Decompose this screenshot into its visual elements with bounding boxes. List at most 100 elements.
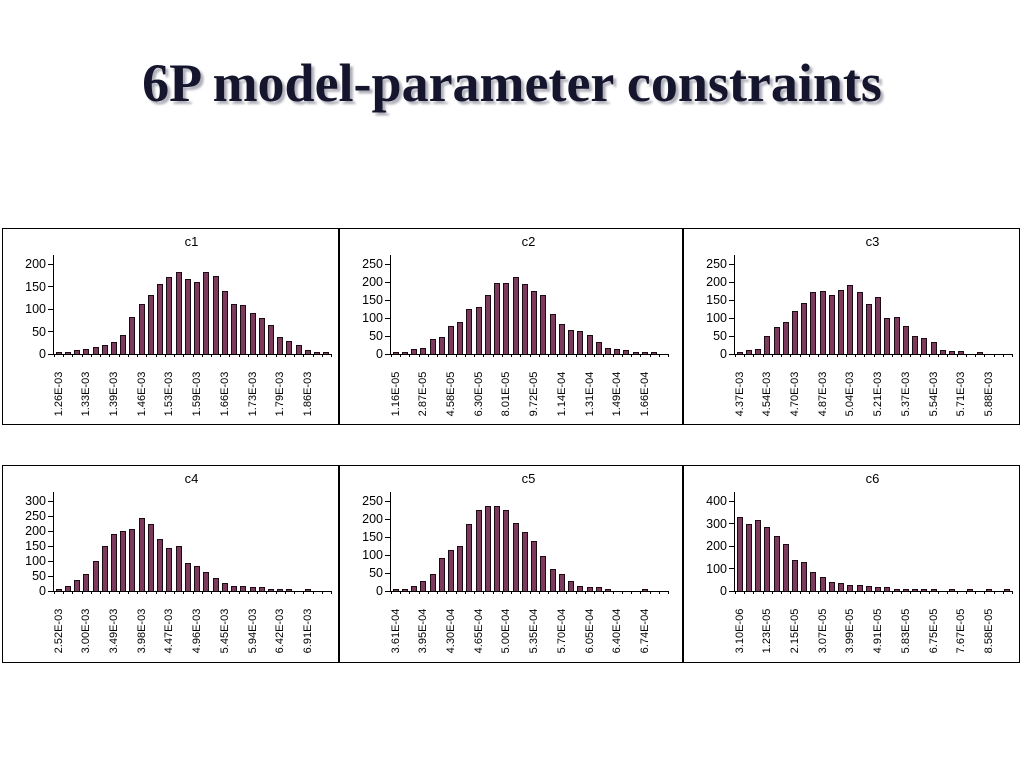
histogram-bar — [277, 589, 284, 591]
x-axis-tick-label: 1.73E-03 — [246, 371, 259, 417]
x-axis-tick — [975, 354, 977, 357]
chart-title: c4 — [184, 471, 199, 486]
x-axis-tick-label: 6.74E-04 — [638, 608, 651, 654]
x-axis-tick — [753, 591, 755, 594]
x-axis-tick — [984, 591, 986, 594]
histogram-bar — [930, 589, 937, 591]
y-axis-tick-label: 0 — [720, 347, 727, 361]
x-axis-tick — [993, 354, 995, 357]
histogram-bar — [240, 586, 247, 591]
x-axis-tick — [845, 354, 847, 357]
x-axis-tick — [827, 354, 829, 357]
x-axis-tick-label: 1.26E-03 — [52, 371, 65, 417]
histogram-bar — [847, 585, 854, 591]
x-axis-tick — [575, 591, 577, 594]
x-axis-tick — [192, 354, 194, 357]
x-axis-tick — [640, 354, 642, 357]
x-axis-tick — [229, 354, 231, 357]
x-axis-tick — [864, 354, 866, 357]
x-axis-tick-label: 4.58E-05 — [445, 371, 458, 417]
x-axis-tick — [529, 591, 531, 594]
chart-title: c3 — [865, 234, 880, 249]
y-axis-tick — [729, 590, 734, 592]
y-axis-tick — [729, 545, 734, 547]
x-axis-tick — [538, 591, 540, 594]
x-axis-tick — [735, 354, 736, 357]
chart-grid: c1 0 50 100 150 200 1.26E-03 1.33E-03 1.39E-03 1… — [2, 228, 1022, 663]
x-axis-tick — [753, 354, 755, 357]
histogram-bar — [429, 574, 436, 591]
x-axis-tick — [437, 591, 439, 594]
histogram-bar — [865, 303, 872, 354]
x-axis-tick-label: 1.86E-03 — [301, 371, 314, 417]
x-axis-tick — [174, 591, 176, 594]
x-axis-tick — [910, 354, 912, 357]
histogram-bar — [568, 329, 575, 354]
y-axis-tick-label: 0 — [376, 584, 383, 598]
histogram-bar — [782, 544, 789, 591]
chart-panel-c3: c3 0 50 100 150 200 250 4.37E-03 4.54E-03 4.70E-… — [683, 228, 1020, 425]
histogram-bar — [512, 276, 519, 354]
y-axis-tick-label: 50 — [369, 566, 383, 580]
x-axis-tick-label: 1.23E-05 — [761, 608, 774, 654]
histogram-bar — [801, 302, 808, 354]
x-axis-tick — [762, 591, 764, 594]
x-axis-tick — [658, 354, 660, 357]
x-axis-tick — [744, 591, 746, 594]
y-axis-tick — [48, 590, 53, 592]
x-axis-tick-label: 2.15E-05 — [789, 608, 802, 654]
histogram-bar — [503, 283, 510, 354]
x-axis-tick — [229, 591, 231, 594]
histogram-bar — [194, 282, 201, 354]
histogram-bar — [958, 351, 965, 354]
x-axis-tick — [427, 591, 429, 594]
histogram-bar — [267, 325, 274, 354]
histogram-bar — [893, 588, 900, 591]
chart-title: c2 — [521, 234, 536, 249]
histogram-bar — [157, 284, 164, 354]
x-axis-tick — [238, 354, 240, 357]
y-axis-tick-label: 50 — [713, 329, 727, 343]
x-axis-tick — [437, 354, 439, 357]
x-axis-tick-label: 4.30E-04 — [445, 608, 458, 654]
x-axis-tick — [901, 354, 903, 357]
histogram-bar — [323, 352, 330, 354]
x-axis-tick — [575, 354, 577, 357]
chart-title: c5 — [521, 471, 536, 486]
y-axis-tick-label: 200 — [706, 539, 727, 553]
y-axis-tick — [48, 530, 53, 532]
y-axis-tick-label: 150 — [362, 530, 383, 544]
x-axis-tick — [331, 354, 332, 357]
x-axis-tick — [557, 354, 559, 357]
y-axis-tick-label: 150 — [25, 279, 46, 294]
histogram-bar — [773, 535, 780, 591]
y-axis-tick-label: 250 — [362, 494, 383, 508]
x-axis-tick — [984, 354, 986, 357]
histogram-bar — [147, 295, 154, 354]
chart-panel-c2: c2 0 50 100 150 200 250 1.16E-05 2.87E-05 4.58E-… — [339, 228, 683, 425]
histogram-bar — [295, 345, 302, 354]
x-axis-tick — [247, 354, 249, 357]
y-axis-tick-label: 250 — [362, 257, 383, 271]
histogram-bar — [651, 352, 658, 354]
histogram-bar — [475, 307, 482, 354]
x-axis-tick-label: 1.53E-03 — [163, 371, 176, 417]
y-axis-tick-label: 400 — [706, 494, 727, 508]
histogram-bar — [258, 587, 265, 591]
histogram-bar — [64, 351, 71, 354]
histogram-bar — [55, 588, 62, 591]
x-axis-tick — [174, 354, 176, 357]
plot-area: 0 50 100 150 200 250 300 2.52E-03 3.00E-03 3.49E-… — [25, 492, 332, 653]
y-axis-tick-label: 50 — [32, 324, 46, 339]
x-axis-tick-label: 3.07E-05 — [816, 608, 829, 654]
histogram-bar — [286, 340, 293, 354]
x-axis-tick-label: 4.65E-04 — [472, 608, 485, 654]
y-axis-tick — [48, 560, 53, 562]
histogram-bar — [1004, 589, 1011, 591]
histogram-bar — [92, 347, 99, 354]
x-axis-tick — [891, 354, 893, 357]
x-axis-tick — [464, 354, 466, 357]
histogram-bar — [801, 562, 808, 591]
histogram-bar — [948, 351, 955, 354]
chart-title: c6 — [865, 471, 880, 486]
